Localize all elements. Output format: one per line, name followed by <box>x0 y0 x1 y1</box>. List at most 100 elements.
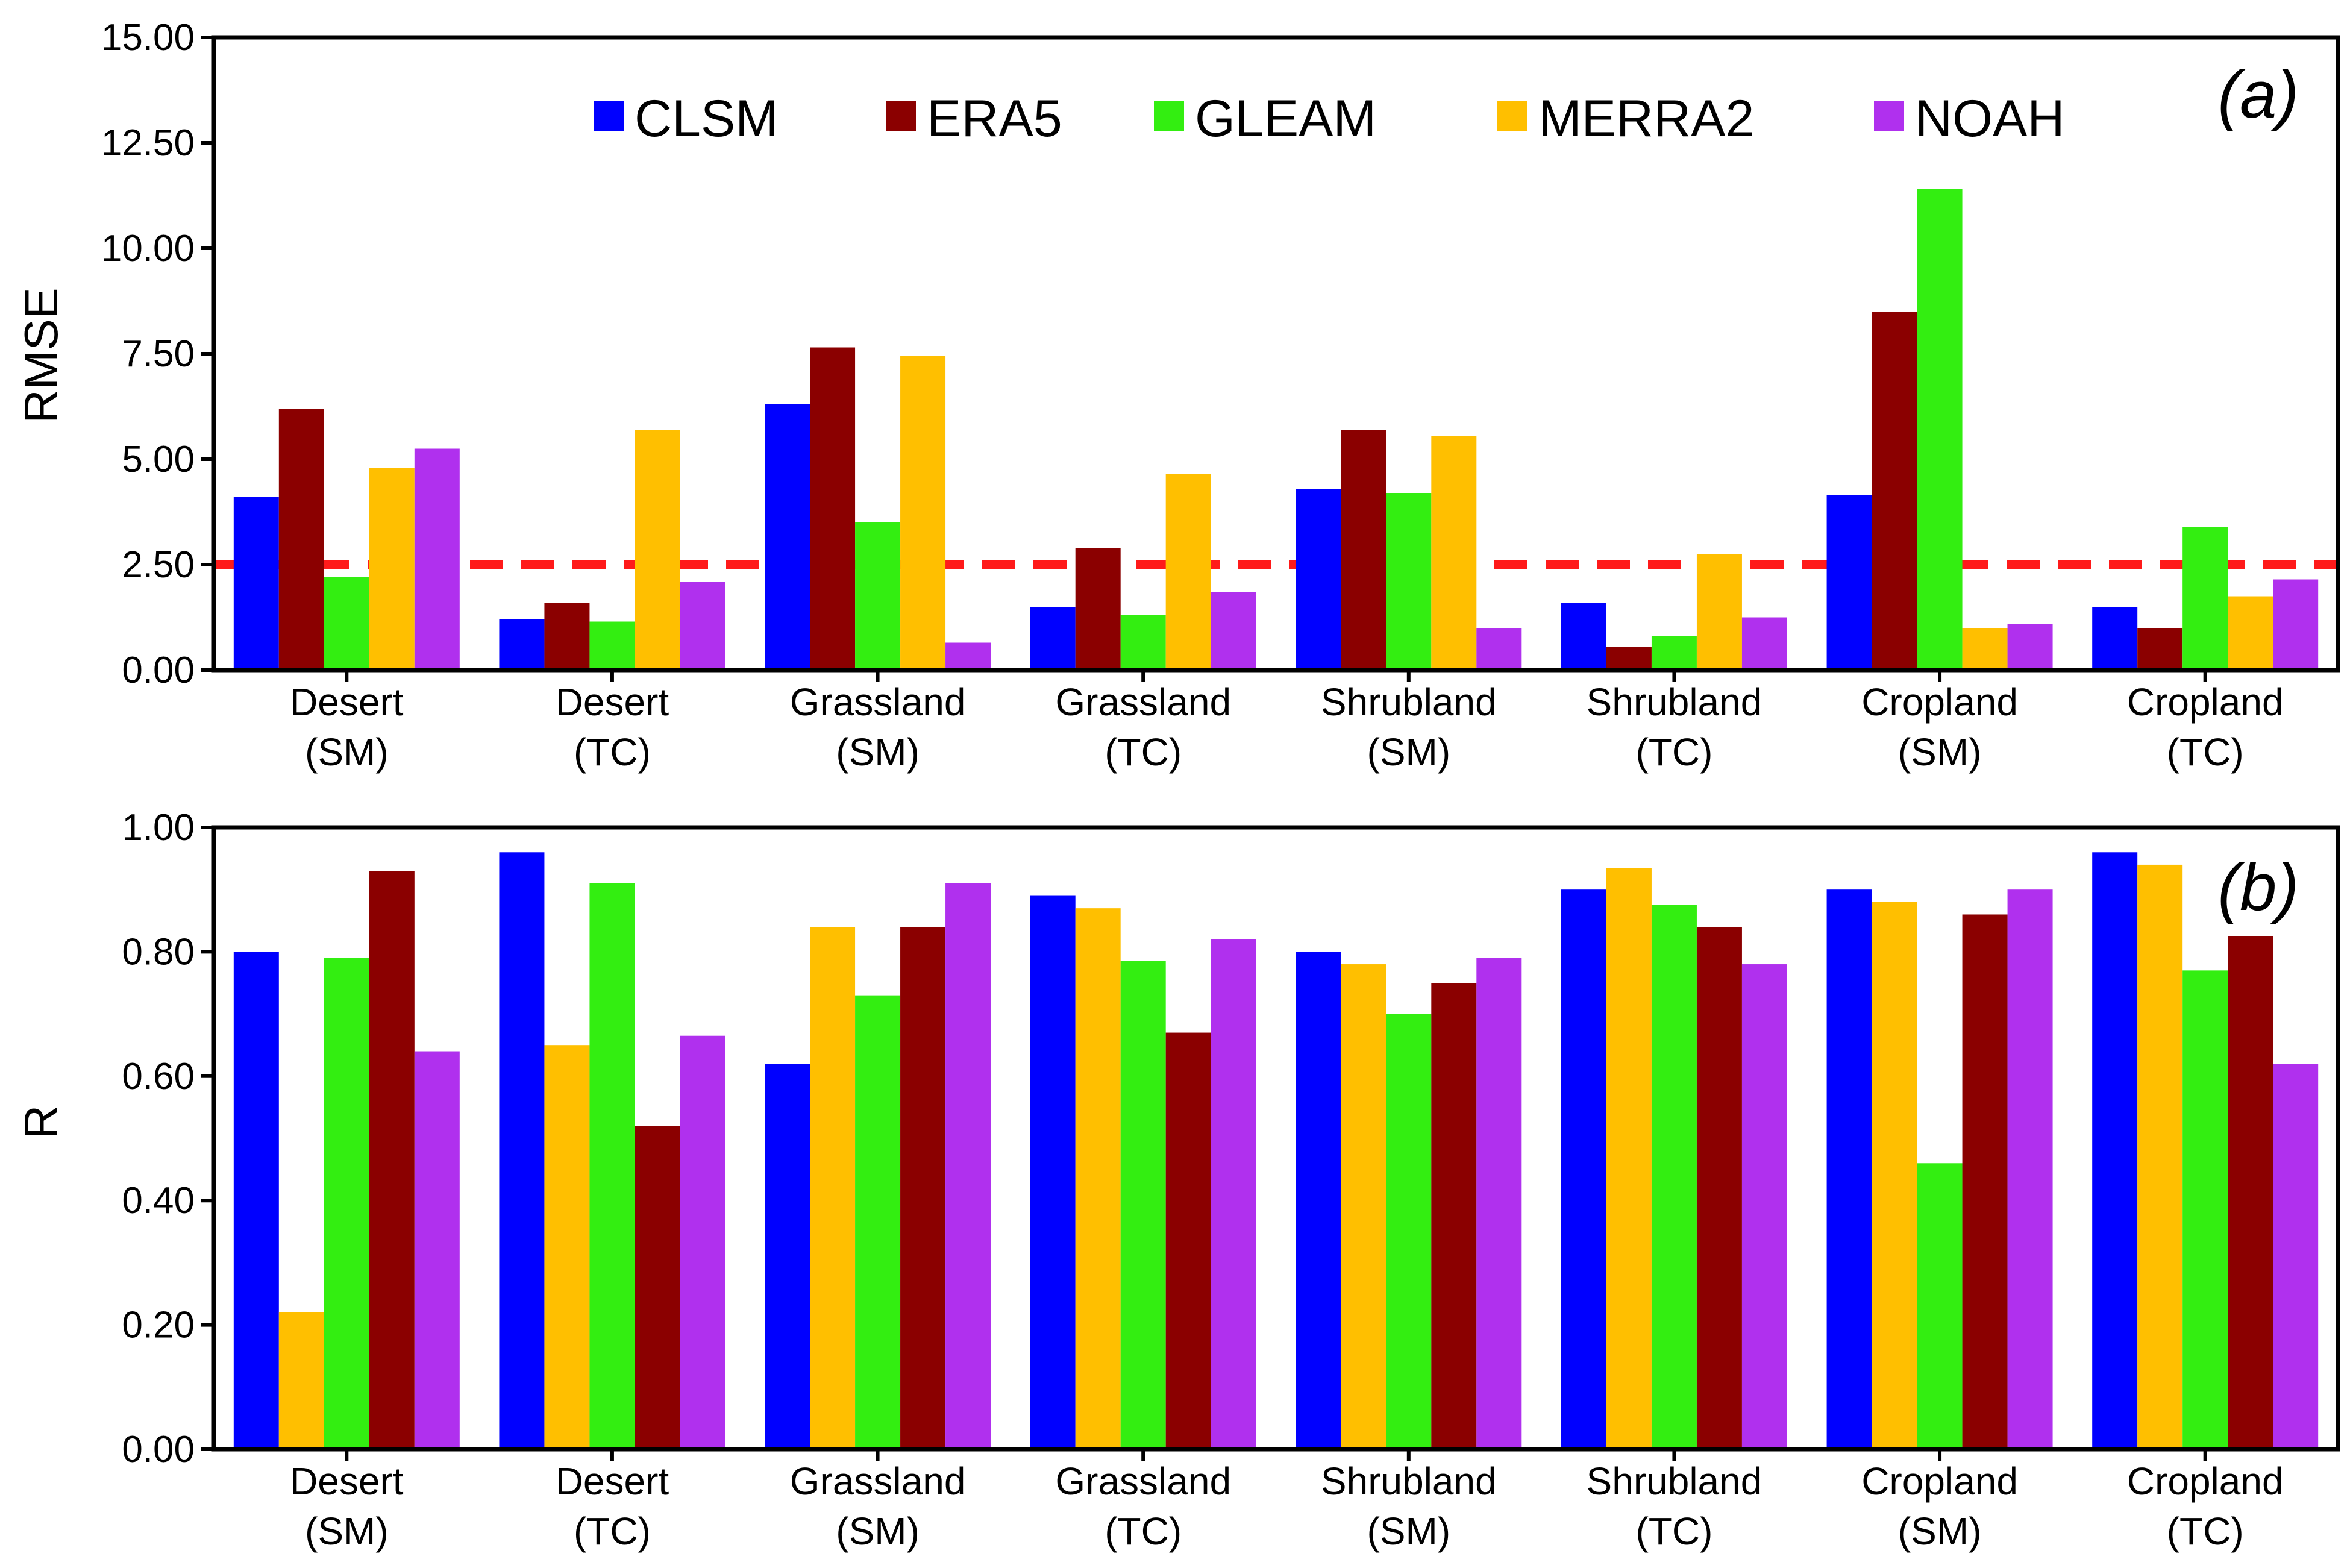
bar-merra2-group-5 <box>1696 554 1742 670</box>
bar-series-2-group-2 <box>855 995 901 1449</box>
bar-series-1-group-4 <box>1341 964 1386 1449</box>
category-label-line2: (SM) <box>836 1510 920 1553</box>
bar-series-1-group-5 <box>1606 868 1652 1449</box>
category-label-line2: (SM) <box>836 730 920 774</box>
bar-gleam-group-7 <box>2182 527 2228 670</box>
rmse-panel: 0.00 2.50 5.00 7.50 10.00 12.50 15.00 Desert (SM… <box>14 17 2340 774</box>
bar-series-4-group-5 <box>1741 964 1787 1449</box>
bar-series-1-group-7 <box>2137 864 2183 1449</box>
bar-series-2-group-0 <box>324 958 369 1449</box>
y-tick-label: 10.00 <box>101 228 195 269</box>
bar-series-2-group-7 <box>2182 970 2228 1449</box>
bar-gleam-group-5 <box>1651 636 1697 670</box>
bar-series-4-group-7 <box>2273 1064 2319 1449</box>
bar-clsm-group-3 <box>1030 607 1076 670</box>
bar-era5-group-3 <box>1075 548 1121 670</box>
bar-series-4-group-0 <box>414 1051 460 1449</box>
bar-era5-group-4 <box>1341 430 1386 670</box>
category-label-line2: (TC) <box>1104 730 1182 774</box>
legend-swatch-clsm <box>594 101 624 131</box>
bar-noah-group-1 <box>680 582 725 670</box>
bar-clsm-group-6 <box>1826 495 1872 670</box>
rmse-axis-title: RMSE <box>14 287 67 423</box>
bar-noah-group-6 <box>2007 624 2053 670</box>
category-label-line2: (TC) <box>574 730 651 774</box>
bar-series-1-group-0 <box>278 1312 324 1449</box>
y-tick-label: 1.00 <box>122 807 195 848</box>
bar-series-3-group-6 <box>1962 914 2008 1449</box>
legend-swatch-era5 <box>886 101 916 131</box>
category-label-line2: (SM) <box>305 1510 389 1553</box>
legend-swatch-merra2 <box>1497 101 1528 131</box>
bar-series-1-group-3 <box>1075 908 1121 1449</box>
category-label-line1: Cropland <box>1861 1460 2018 1503</box>
category-label-line1: Cropland <box>2127 1460 2284 1503</box>
bar-gleam-group-3 <box>1120 615 1166 670</box>
y-tick-label: 2.50 <box>122 544 195 586</box>
bar-series-4-group-6 <box>2007 889 2053 1449</box>
category-label-line2: (SM) <box>305 730 389 774</box>
bar-clsm-group-2 <box>765 404 810 670</box>
bar-noah-group-4 <box>1476 628 1522 670</box>
category-label-line1: Desert <box>556 1460 669 1503</box>
bar-noah-group-7 <box>2273 579 2319 670</box>
category-label-line1: Shrubland <box>1321 1460 1497 1503</box>
bar-merra2-group-4 <box>1431 436 1477 670</box>
r-axis-title: R <box>14 1105 67 1139</box>
bar-series-0-group-3 <box>1030 895 1076 1449</box>
bar-series-4-group-3 <box>1211 939 1256 1449</box>
bar-series-1-group-2 <box>810 927 856 1449</box>
bar-merra2-group-2 <box>900 356 946 670</box>
bar-merra2-group-7 <box>2228 596 2273 670</box>
category-label-line2: (SM) <box>1898 1510 1982 1553</box>
y-tick-label: 0.20 <box>122 1305 195 1346</box>
category-label-line1: Cropland <box>1861 680 2018 724</box>
bar-series-4-group-1 <box>680 1035 725 1449</box>
y-tick-label: 5.00 <box>122 439 195 480</box>
y-tick-label: 15.00 <box>101 17 195 58</box>
bar-series-3-group-5 <box>1696 927 1742 1449</box>
bar-series-2-group-5 <box>1651 905 1697 1449</box>
bar-gleam-group-6 <box>1917 189 1963 670</box>
bar-series-3-group-1 <box>634 1126 680 1449</box>
bar-merra2-group-6 <box>1962 628 2008 670</box>
category-label-line1: Shrubland <box>1321 680 1497 724</box>
panel-a-label: (a) <box>2218 58 2299 132</box>
bar-noah-group-2 <box>945 642 991 670</box>
bar-series-0-group-5 <box>1561 889 1606 1449</box>
bar-clsm-group-1 <box>499 619 545 670</box>
bar-era5-group-7 <box>2137 628 2183 670</box>
bar-series-0-group-6 <box>1826 889 1872 1449</box>
plot-frame <box>212 825 2340 1452</box>
bar-series-0-group-7 <box>2092 852 2138 1449</box>
y-tick-label: 0.00 <box>122 1429 195 1470</box>
bar-clsm-group-5 <box>1561 603 1606 670</box>
bar-clsm-group-4 <box>1296 489 1341 670</box>
bar-series-3-group-7 <box>2228 936 2273 1449</box>
category-label-line1: Grassland <box>1055 1460 1231 1503</box>
y-tick-label: 0.00 <box>122 650 195 691</box>
bar-era5-group-6 <box>1872 312 1917 670</box>
panel-b-label: (b) <box>2218 850 2299 924</box>
category-label-line2: (SM) <box>1367 1510 1451 1553</box>
bar-era5-group-0 <box>278 409 324 670</box>
bar-era5-group-5 <box>1606 647 1652 670</box>
bar-series-2-group-3 <box>1120 961 1166 1449</box>
category-label-line1: Grassland <box>790 1460 966 1503</box>
y-tick-label: 7.50 <box>122 333 195 375</box>
bar-series-0-group-0 <box>233 952 279 1449</box>
bar-series-0-group-1 <box>499 852 545 1449</box>
y-tick-label: 0.60 <box>122 1056 195 1097</box>
legend-label-gleam: GLEAM <box>1195 90 1376 148</box>
bar-series-2-group-1 <box>589 883 635 1449</box>
bar-series-3-group-0 <box>369 871 415 1449</box>
bar-gleam-group-1 <box>589 621 635 670</box>
legend-label-era5: ERA5 <box>927 90 1062 148</box>
bar-era5-group-2 <box>810 347 856 670</box>
bar-era5-group-1 <box>544 603 590 670</box>
bar-series-4-group-4 <box>1476 958 1522 1449</box>
legend-label-merra2: MERRA2 <box>1538 90 1754 148</box>
bar-series-0-group-4 <box>1296 952 1341 1449</box>
r-panel: 0.00 0.20 0.40 0.60 0.80 1.00 Desert (SM) Desert… <box>14 807 2340 1553</box>
